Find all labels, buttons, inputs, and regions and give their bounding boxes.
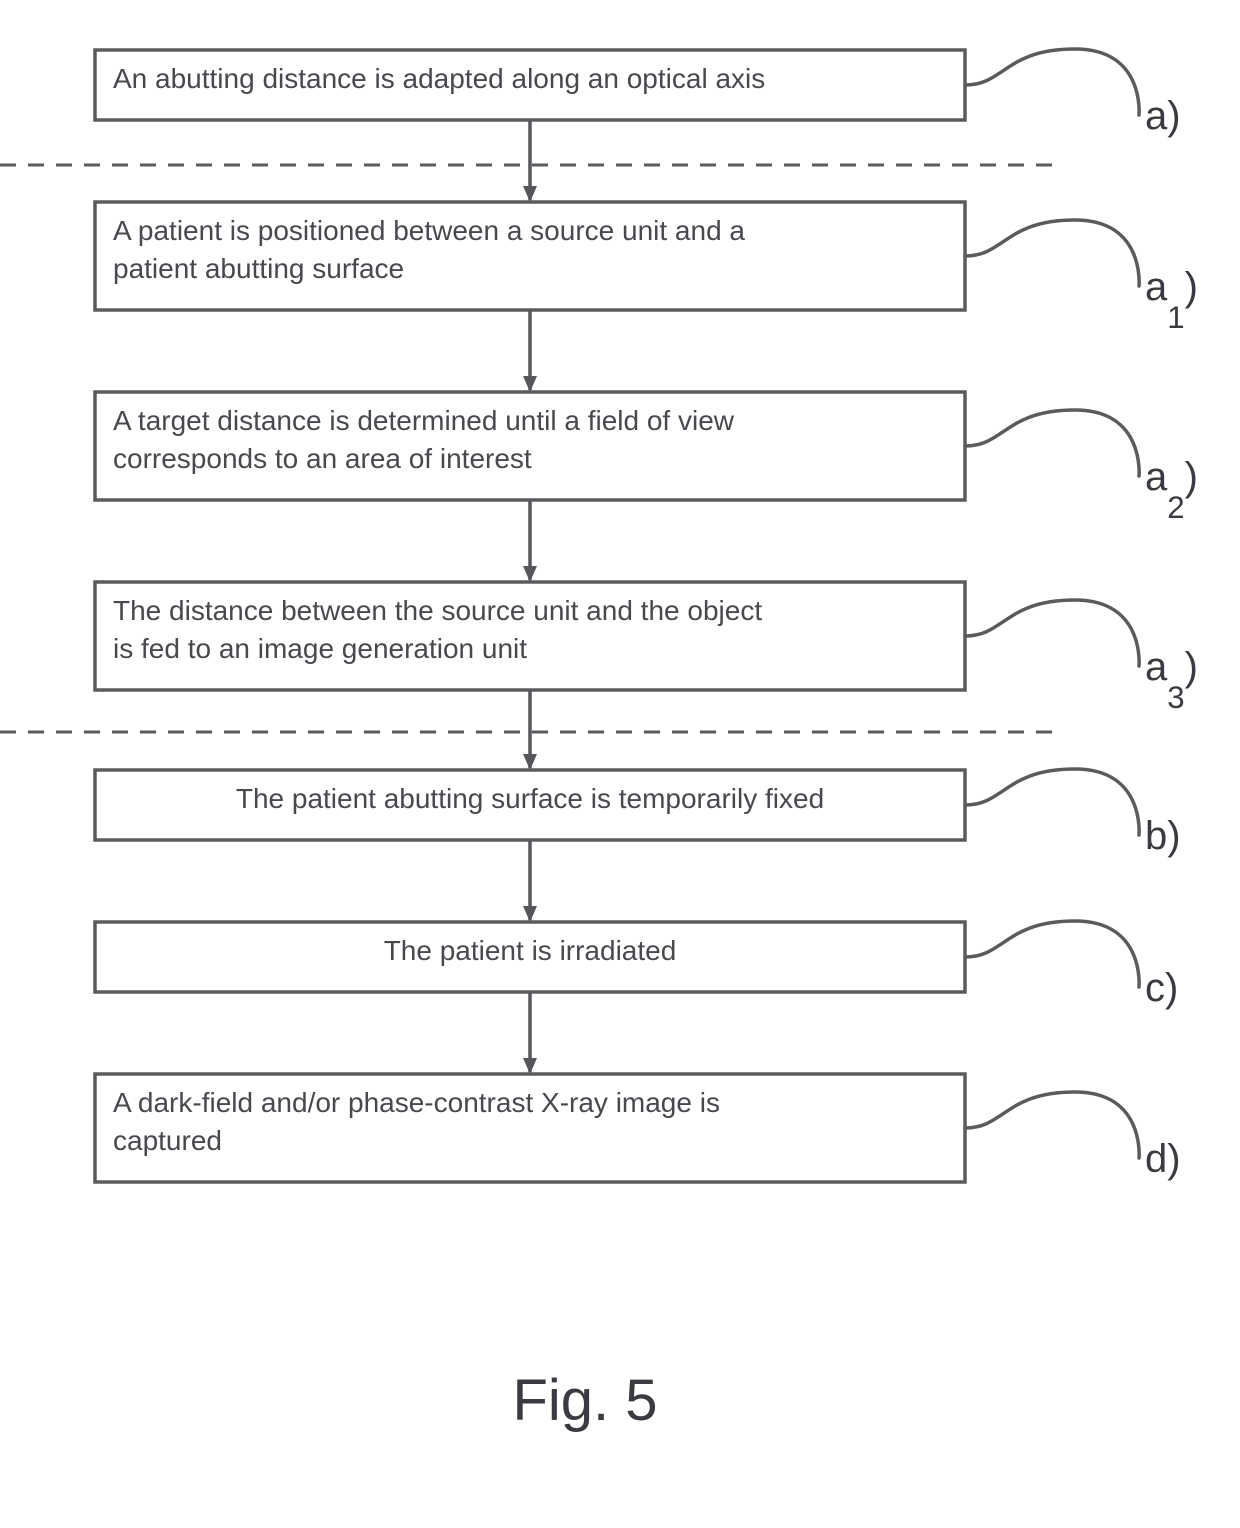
flow-box-c-line-0: The patient is irradiated [384,935,677,966]
flow-label-a2: a2) [1145,455,1198,525]
flow-label-a3: a3) [1145,645,1198,715]
flow-connector-c [965,921,1139,987]
figure-caption: Fig. 5 [512,1368,657,1433]
flow-connector-a2 [965,410,1139,476]
flow-connector-d [965,1092,1139,1158]
flow-connector-b [965,769,1139,835]
flow-box-a1-line-0: A patient is positioned between a source… [113,215,745,246]
flow-box-a3-line-0: The distance between the source unit and… [113,595,762,626]
flow-box-a1-line-1: patient abutting surface [113,253,404,284]
flow-box-d-line-0: A dark-field and/or phase-contrast X-ray… [113,1087,720,1118]
flow-label-a: a) [1145,94,1181,138]
flow-box-a2-line-1: corresponds to an area of interest [113,443,532,474]
flow-box-b-line-0: The patient abutting surface is temporar… [236,783,824,814]
flow-label-d: d) [1145,1137,1181,1181]
flow-box-a3-line-1: is fed to an image generation unit [113,633,527,664]
flow-label-b: b) [1145,814,1181,858]
flow-label-a1: a1) [1145,265,1198,335]
flow-label-c: c) [1145,966,1178,1010]
flow-box-a2-line-0: A target distance is determined until a … [113,405,735,436]
flow-box-a-line-0: An abutting distance is adapted along an… [113,63,765,94]
flow-connector-a [965,49,1139,115]
flow-connector-a3 [965,600,1139,666]
flow-box-d-line-1: captured [113,1125,222,1156]
flow-connector-a1 [965,220,1139,286]
